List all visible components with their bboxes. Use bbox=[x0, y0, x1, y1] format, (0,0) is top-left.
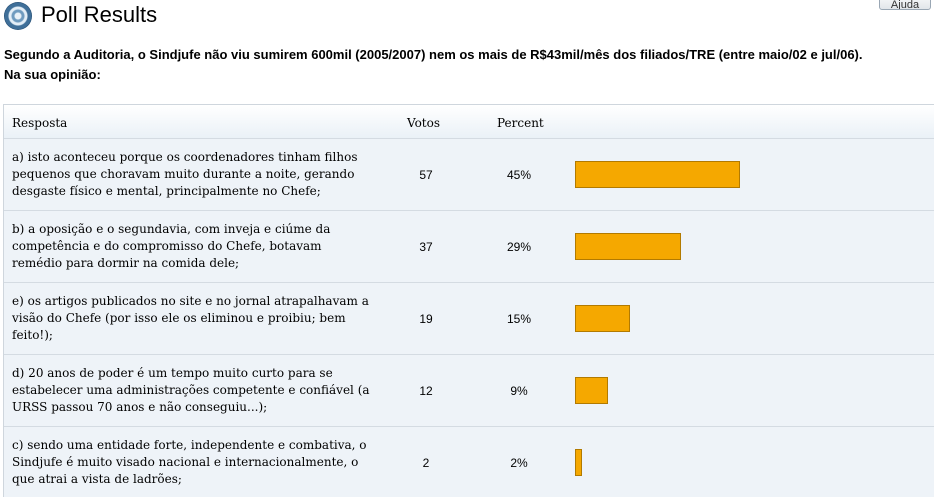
answer-text: c) sendo uma entidade forte, independent… bbox=[12, 437, 382, 488]
answer-text: b) a oposição e o segundavia, com inveja… bbox=[12, 221, 382, 272]
table-row: a) isto aconteceu porque os coordenadore… bbox=[4, 139, 934, 211]
answer-line: e) os artigos publicados no site e no jo… bbox=[12, 294, 369, 308]
answer-text: d) 20 anos de poder é um tempo muito cur… bbox=[12, 365, 382, 416]
answer-text: a) isto aconteceu porque os coordenadore… bbox=[12, 149, 382, 200]
answer-line: d) 20 anos de poder é um tempo muito cur… bbox=[12, 366, 333, 380]
header-votes: Votos bbox=[407, 116, 440, 130]
table-row: d) 20 anos de poder é um tempo muito cur… bbox=[4, 355, 934, 427]
table-row: c) sendo uma entidade forte, independent… bbox=[4, 427, 934, 497]
poll-header: Poll Results Ajuda bbox=[0, 0, 934, 36]
answer-line: feito!); bbox=[12, 328, 53, 342]
header-answer: Resposta bbox=[12, 116, 68, 130]
table-header-row: Resposta Votos Percent bbox=[4, 105, 934, 139]
answer-line: c) sendo uma entidade forte, independent… bbox=[12, 438, 367, 452]
answer-line: estabelecer uma administrações competent… bbox=[12, 383, 370, 397]
answer-text: e) os artigos publicados no site e no jo… bbox=[12, 293, 382, 344]
vote-count: 12 bbox=[419, 384, 433, 398]
percent-bar bbox=[575, 377, 608, 404]
poll-question: Segundo a Auditoria, o Sindjufe não viu … bbox=[4, 45, 932, 85]
table-row: e) os artigos publicados no site e no jo… bbox=[4, 283, 934, 355]
header-percent: Percent bbox=[497, 116, 544, 130]
percent-bar bbox=[575, 161, 740, 188]
answer-line: Sindjufe é muito visado nacional e inter… bbox=[12, 455, 359, 469]
question-text: Segundo a Auditoria, o Sindjufe não viu … bbox=[4, 47, 863, 62]
vote-percent: 29% bbox=[506, 240, 532, 254]
vote-count: 37 bbox=[419, 240, 433, 254]
answer-line: pequenos que choravam muito durante a no… bbox=[12, 167, 355, 181]
vote-percent: 15% bbox=[506, 312, 532, 326]
percent-bar bbox=[575, 233, 681, 260]
table-row: b) a oposição e o segundavia, com inveja… bbox=[4, 211, 934, 283]
page-title: Poll Results bbox=[41, 2, 158, 27]
poll-logo-icon bbox=[4, 2, 32, 30]
answer-line: b) a oposição e o segundavia, com inveja… bbox=[12, 222, 331, 236]
answer-line: visão do Chefe (por isso ele os eliminou… bbox=[12, 311, 346, 325]
vote-percent: 2% bbox=[510, 456, 528, 470]
help-button[interactable]: Ajuda bbox=[879, 0, 931, 10]
vote-count: 2 bbox=[422, 456, 430, 470]
percent-bar bbox=[575, 305, 630, 332]
answer-line: competência e do compromisso do Chefe, b… bbox=[12, 239, 322, 253]
answer-line: URSS passou 70 anos e não conseguiu...); bbox=[12, 400, 268, 414]
question-prompt: Na sua opinião: bbox=[4, 67, 101, 82]
vote-count: 19 bbox=[419, 312, 433, 326]
answer-line: que atrai a vista de ladrões; bbox=[12, 472, 182, 486]
results-table: Resposta Votos Percent a) isto aconteceu… bbox=[3, 104, 934, 497]
answer-line: a) isto aconteceu porque os coordenadore… bbox=[12, 150, 358, 164]
answer-line: remédio para dormir na comida dele; bbox=[12, 256, 240, 270]
vote-count: 57 bbox=[419, 168, 433, 182]
percent-bar bbox=[575, 449, 582, 476]
answer-line: desgaste físico e mental, principalmente… bbox=[12, 184, 321, 198]
vote-percent: 45% bbox=[506, 168, 532, 182]
vote-percent: 9% bbox=[510, 384, 528, 398]
